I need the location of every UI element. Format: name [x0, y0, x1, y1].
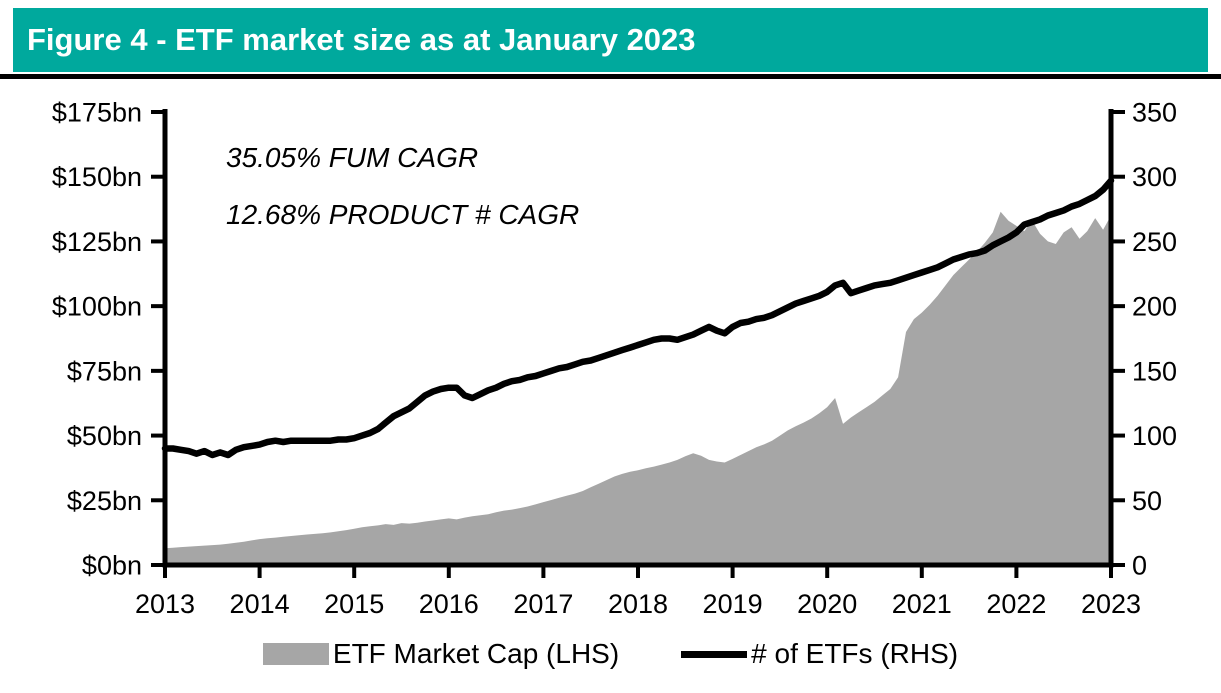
x-tick-label: 2021 — [892, 589, 952, 619]
x-tick-label: 2019 — [703, 589, 763, 619]
figure-title: Figure 4 - ETF market size as at January… — [27, 22, 696, 57]
y-left-tick-label: $175bn — [52, 98, 142, 128]
line-series-etf-count — [161, 177, 1115, 459]
x-tick-label: 2022 — [986, 589, 1046, 619]
area-series-etf-market-cap — [165, 211, 1111, 565]
cagr-annotation: 12.68% PRODUCT # CAGR — [226, 199, 579, 230]
header-divider — [0, 74, 1221, 79]
x-tick-label: 2015 — [324, 589, 384, 619]
y-right-tick-label: 0 — [1132, 551, 1147, 581]
y-right-tick-label: 200 — [1132, 292, 1177, 322]
legend-label-market-cap: ETF Market Cap (LHS) — [332, 638, 620, 669]
y-left-tick-label: $50bn — [67, 421, 142, 451]
x-tick-label: 2013 — [135, 589, 195, 619]
cagr-annotation: 35.05% FUM CAGR — [226, 142, 478, 173]
legend-line-swatch — [681, 650, 748, 658]
y-right-tick-label: 250 — [1132, 227, 1177, 257]
x-tick-label: 2016 — [419, 589, 479, 619]
x-tick-label: 2020 — [797, 589, 857, 619]
y-left-tick-label: $25bn — [67, 486, 142, 516]
y-right-tick-label: 350 — [1132, 98, 1177, 128]
y-right-tick-label: 150 — [1132, 356, 1177, 386]
y-right-tick-label: 50 — [1132, 486, 1162, 516]
legend-area-swatch — [262, 643, 329, 665]
legend-label-etf-count: # of ETFs (RHS) — [751, 638, 959, 669]
y-left-tick-label: $150bn — [52, 162, 142, 192]
chart-canvas: $175bn 350 $150bn 300 $125bn 250 $100bn 200 $75b… — [52, 98, 1177, 620]
y-left-tick-label: $75bn — [67, 356, 142, 386]
figure-header: Figure 4 - ETF market size as at January… — [13, 8, 1208, 72]
y-right-tick-label: 300 — [1132, 162, 1177, 192]
x-tick-label: 2017 — [513, 589, 573, 619]
y-left-tick-label: $125bn — [52, 227, 142, 257]
legend-item-market-cap: ETF Market Cap (LHS) — [262, 638, 620, 670]
legend-item-etf-count: # of ETFs (RHS) — [681, 638, 958, 670]
x-tick-label: 2014 — [230, 589, 290, 619]
y-left-tick-label: $0bn — [82, 551, 142, 581]
y-left-tick-label: $100bn — [52, 292, 142, 322]
x-tick-label: 2018 — [608, 589, 668, 619]
y-right-tick-label: 100 — [1132, 421, 1177, 451]
x-tick-label: 2023 — [1081, 589, 1141, 619]
legend: ETF Market Cap (LHS) # of ETFs (RHS) — [0, 638, 1221, 670]
